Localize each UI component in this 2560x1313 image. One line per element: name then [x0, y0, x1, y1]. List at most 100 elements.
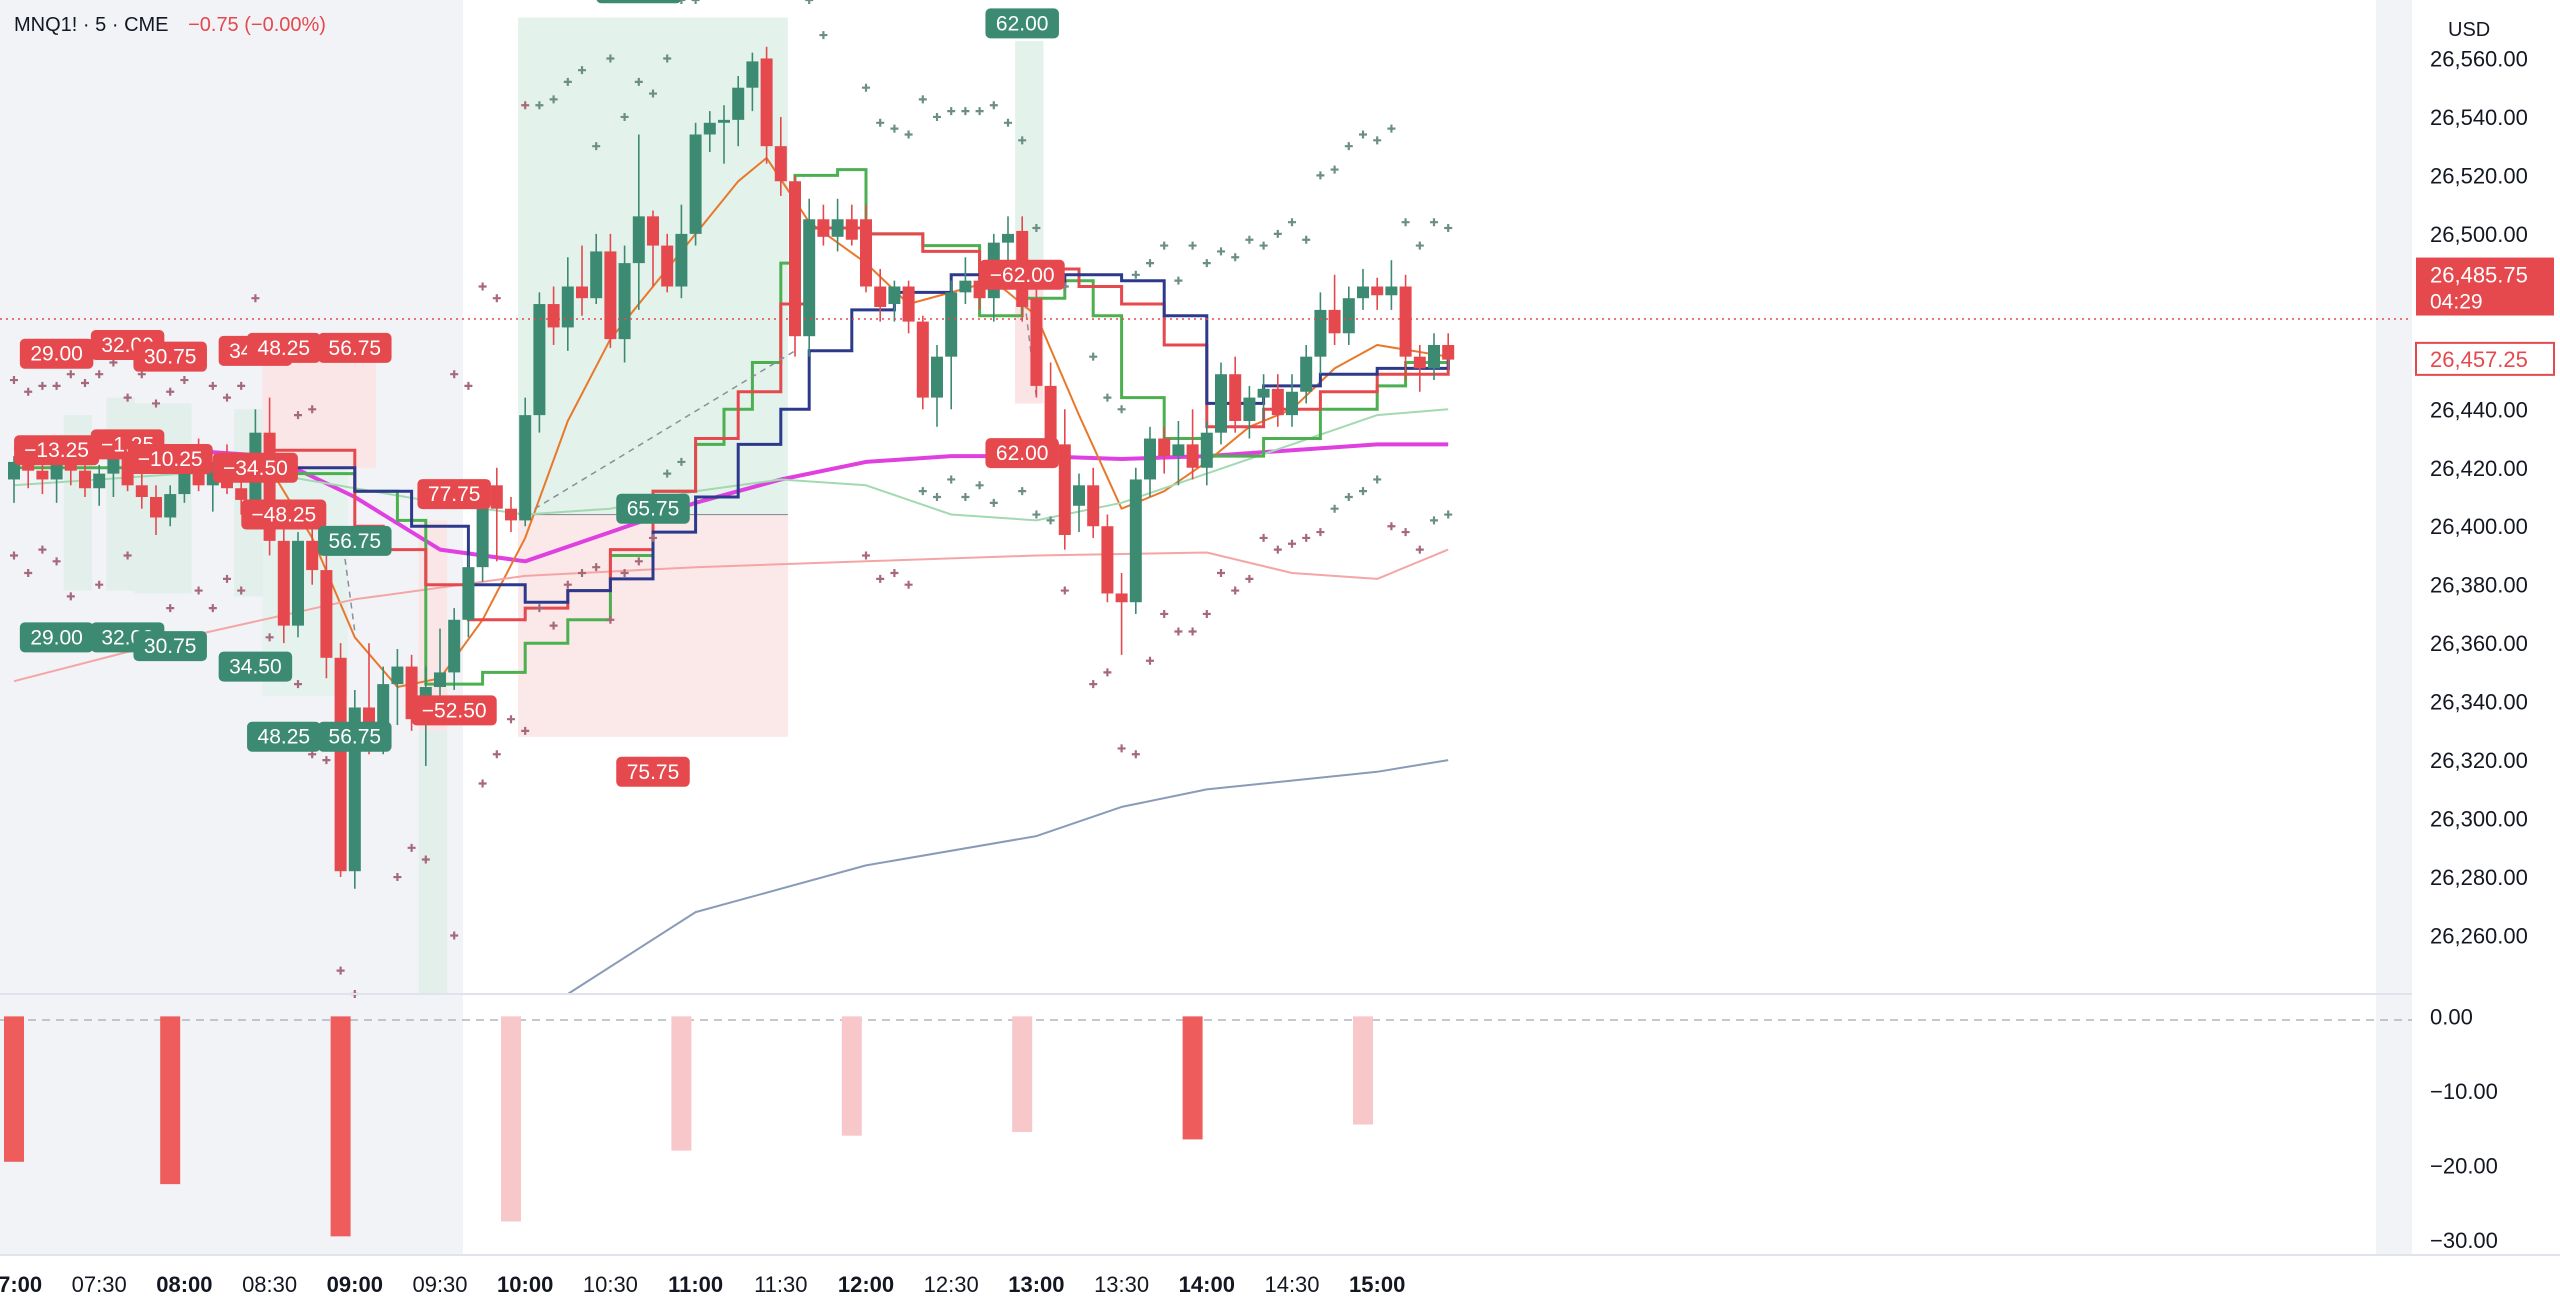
dot-marker [578, 66, 586, 75]
dot-marker [862, 83, 870, 92]
candle-body [1271, 388, 1284, 416]
dot-marker [52, 381, 61, 390]
dot-marker [166, 387, 175, 396]
candle-body [774, 146, 787, 182]
histogram-bar [671, 1016, 692, 1151]
candle-body [916, 321, 929, 398]
dot-marker [223, 574, 231, 583]
dot-marker [634, 557, 643, 566]
candle-body [661, 245, 674, 287]
candle-body [675, 233, 688, 287]
candle-body [1087, 485, 1100, 527]
price-tick-label: 26,500.00 [2430, 222, 2528, 247]
candle-body [462, 567, 475, 620]
histogram-tick-label: −10.00 [2430, 1079, 2498, 1104]
time-tick-label: 09:00 [327, 1272, 383, 1297]
dot-marker [1415, 241, 1424, 250]
candle-body [1030, 298, 1043, 386]
price-tick-label: 26,360.00 [2430, 631, 2528, 656]
dot-marker [691, 0, 700, 4]
exchange-label: CME [124, 14, 169, 36]
dot-marker [1174, 627, 1183, 636]
dot-marker [450, 931, 459, 940]
candle-body [1158, 438, 1171, 457]
dot-marker [1359, 487, 1367, 496]
histogram-tick-label: 0.00 [2430, 1004, 2473, 1029]
dot-marker [1103, 393, 1112, 402]
dot-marker [1131, 270, 1140, 279]
dot-marker [1089, 680, 1098, 689]
dot-marker [10, 376, 18, 385]
dot-marker [975, 107, 984, 116]
trade-labels: 29.0032.0030.7534.5048.2556.75−13.25−1.2… [14, 0, 1065, 787]
time-tick-label: 11:30 [754, 1272, 807, 1297]
trade-label: −52.50 [422, 699, 487, 722]
price-tick-label: 26,280.00 [2430, 865, 2528, 890]
dot-marker [24, 569, 33, 578]
dot-marker [918, 487, 927, 496]
dot-marker [265, 633, 274, 642]
candle-body [547, 304, 560, 328]
dot-marker [1231, 253, 1240, 262]
dot-marker [38, 381, 47, 390]
dot-marker [961, 493, 970, 501]
time-tick-label: 10:00 [497, 1272, 553, 1297]
dot-marker [38, 545, 47, 554]
candle-body [164, 494, 177, 518]
candle-body [874, 286, 887, 307]
candle-body [519, 415, 532, 521]
candle-body [1200, 432, 1213, 468]
dot-marker [10, 551, 18, 560]
candle-body [647, 216, 659, 246]
dot-marker [492, 750, 501, 759]
trade-label: 77.75 [428, 483, 481, 506]
dot-marker [606, 54, 615, 63]
dot-marker [620, 112, 629, 121]
time-axis[interactable]: 07:00 07:30 08:00 08:30 09:00 09:30 10:00 10:30… [0, 1272, 1405, 1297]
candle-body [235, 488, 248, 500]
trade-label-bg [19, 338, 94, 369]
candle-body [561, 286, 574, 328]
candle-body [505, 508, 517, 521]
dot-marker [407, 843, 416, 852]
trade-label-bg [318, 332, 392, 363]
dot-marker [1188, 241, 1197, 250]
dot-marker [208, 604, 217, 613]
dot-marker [620, 569, 629, 578]
dot-marker [563, 580, 572, 589]
histogram-tick-label: −20.00 [2430, 1154, 2498, 1179]
price-tick-label: 26,300.00 [2430, 807, 2528, 832]
dot-marker [1401, 218, 1410, 227]
candle-body [1286, 391, 1298, 416]
symbol-name: MNQ1! [14, 14, 78, 36]
trade-label: 29.00 [30, 626, 83, 649]
dot-marker [1344, 493, 1353, 501]
trade-label: 75.75 [627, 761, 680, 784]
dot-marker [1032, 224, 1041, 233]
dot-marker [904, 130, 913, 139]
trade-connectors [339, 280, 1038, 632]
candle-body [277, 540, 290, 626]
candle-body [391, 666, 404, 685]
dot-marker [578, 569, 586, 578]
dot-marker [592, 142, 601, 151]
candle-body [306, 540, 319, 571]
dot-marker [989, 498, 998, 507]
ref-price-label: 26,457.25 [2430, 347, 2528, 372]
symbol-legend[interactable]: MNQ1! · 5 · CME −0.75 (−0.00%) [14, 14, 326, 37]
candle-body [1229, 374, 1242, 421]
trade-label-bg [133, 341, 207, 372]
dot-marker [1202, 259, 1211, 268]
time-tick-label: 12:00 [838, 1272, 894, 1297]
dot-marker [1103, 668, 1112, 677]
histogram-bar [1182, 1016, 1203, 1140]
dot-marker [152, 399, 160, 408]
price-tick-label: 26,340.00 [2430, 690, 2528, 715]
dot-marker [1117, 744, 1126, 753]
dot-marker [492, 294, 501, 303]
dot-marker [223, 393, 231, 402]
dot-marker [663, 469, 672, 478]
dot-marker [1146, 656, 1154, 665]
currency-button[interactable]: USD [2436, 10, 2540, 50]
